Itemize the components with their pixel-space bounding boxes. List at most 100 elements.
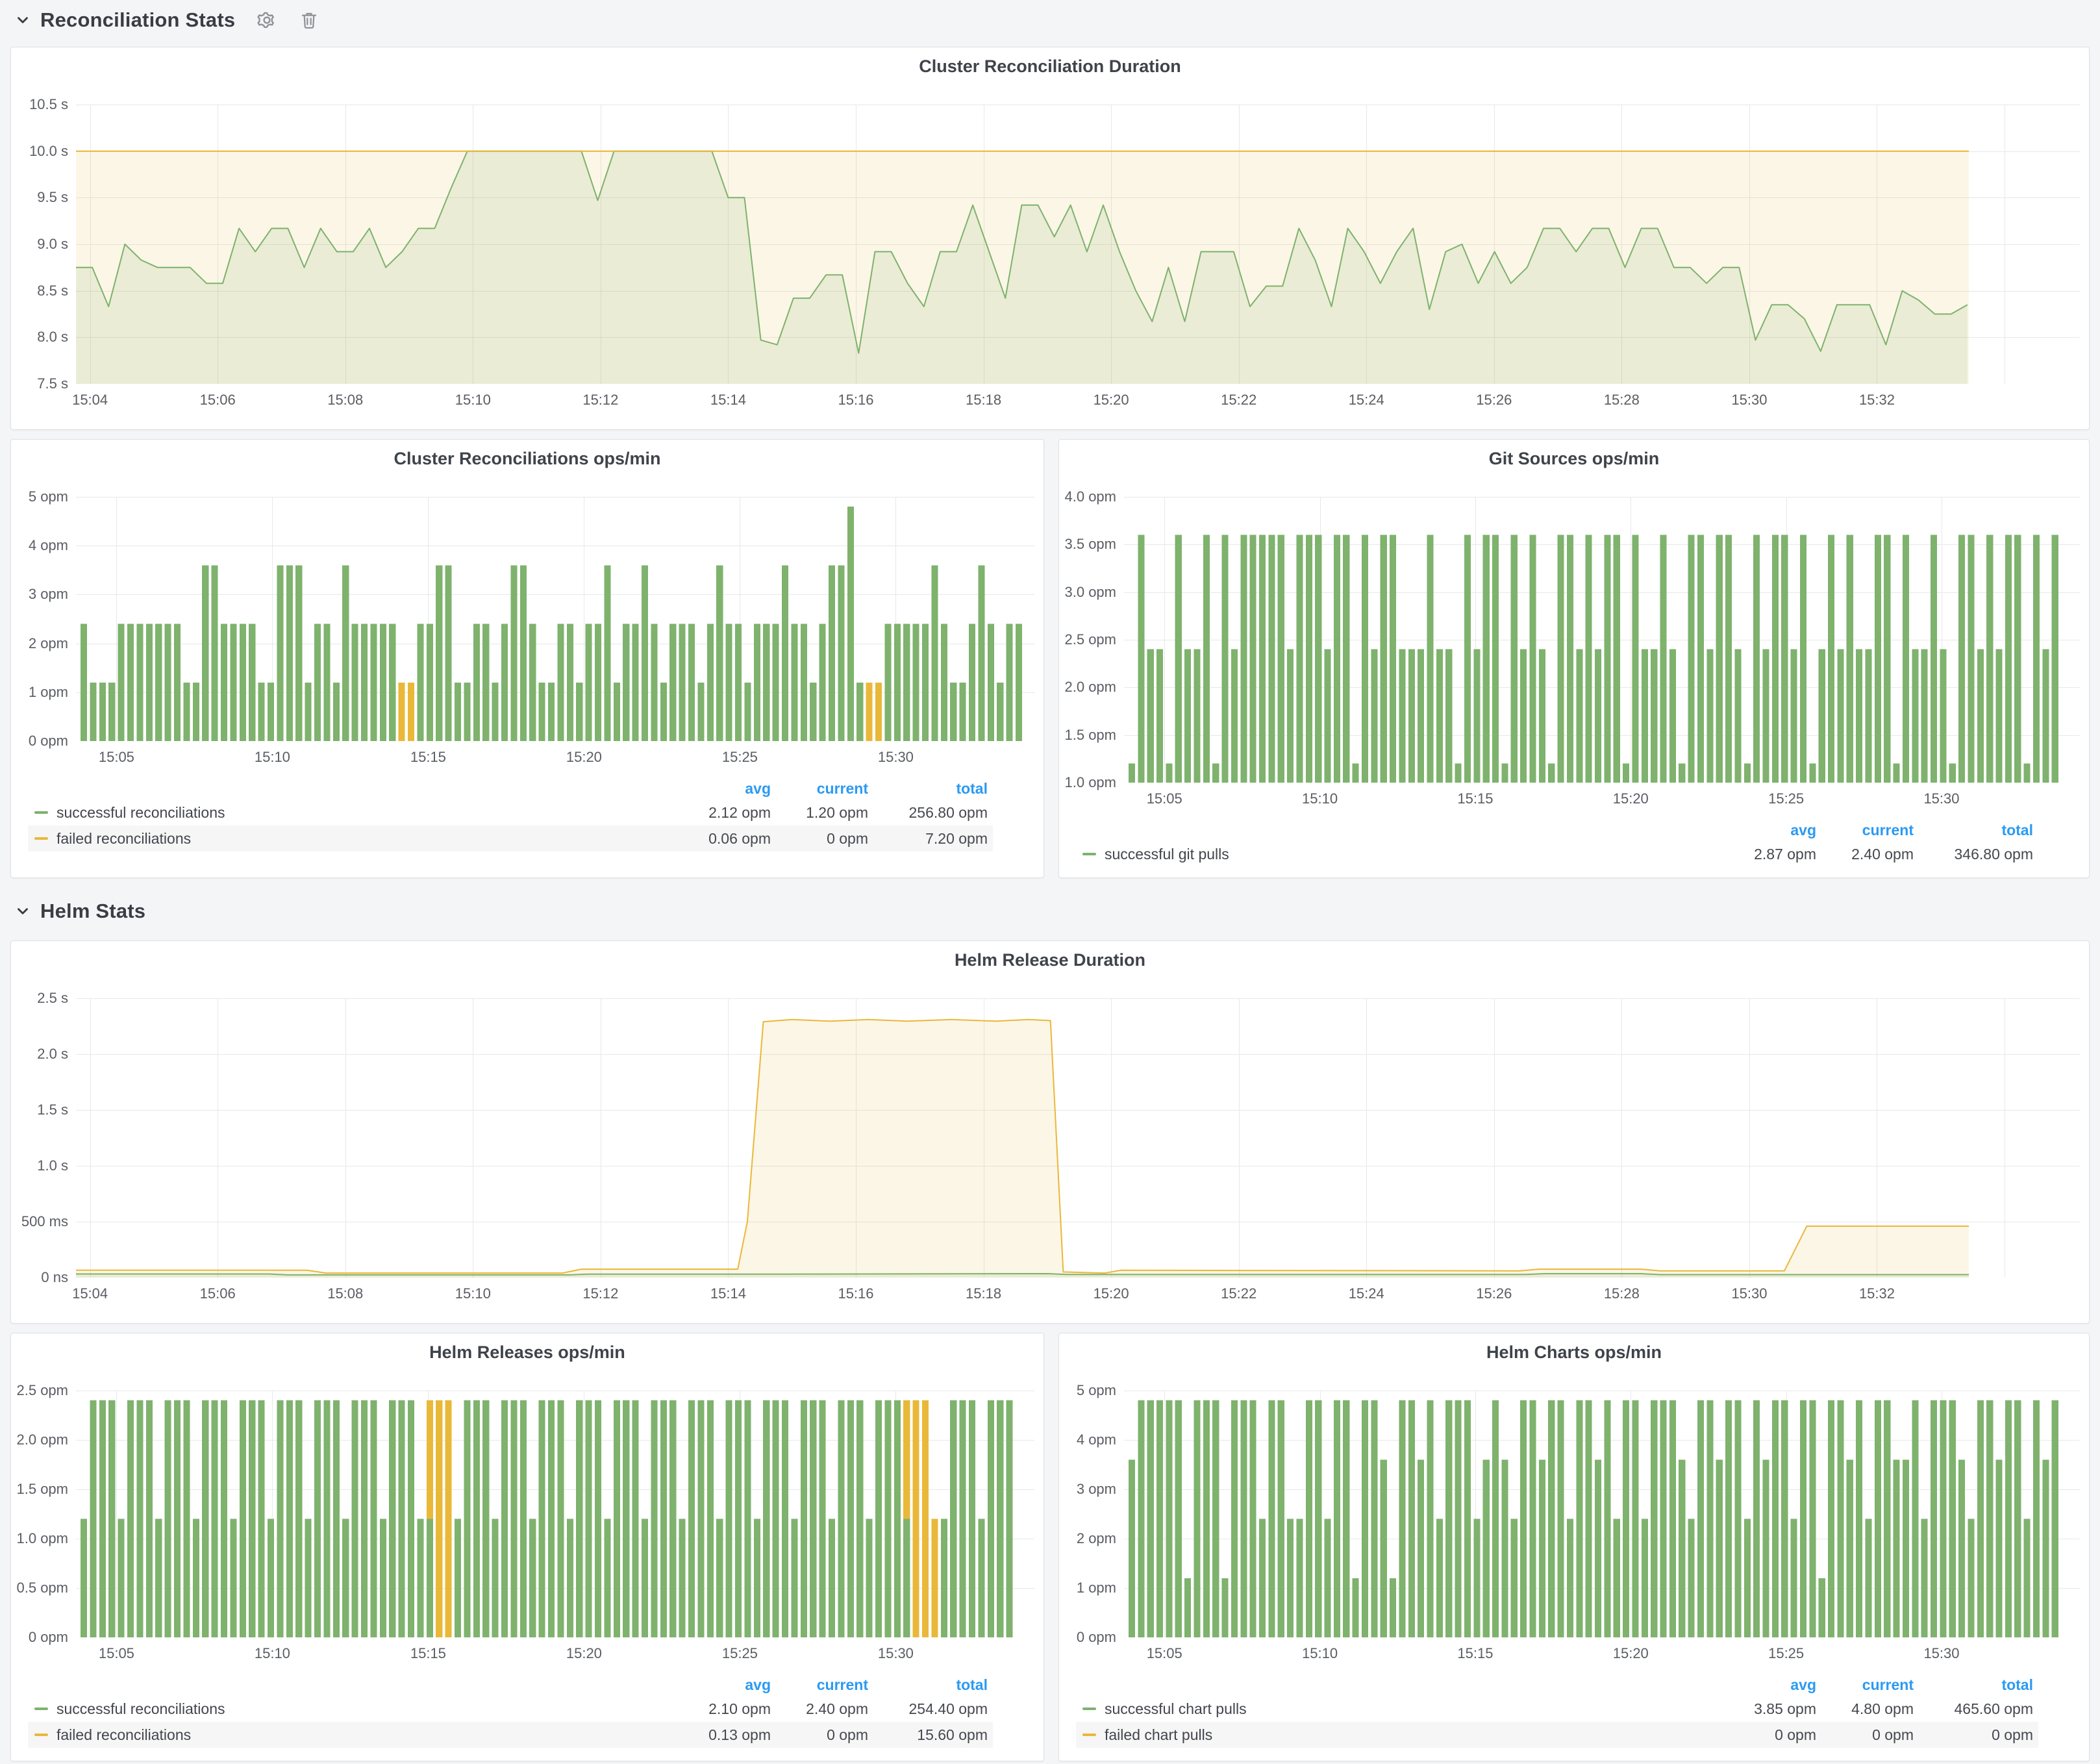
x-tick-label: 15:22 [1221, 392, 1257, 408]
x-tick-label: 15:15 [410, 1645, 446, 1661]
section-helm-stats[interactable]: Helm Stats [14, 895, 145, 927]
legend-sort-total[interactable]: total [956, 779, 988, 797]
x-tick-label: 15:12 [582, 392, 619, 408]
legend-header-row: avg current total [1076, 1674, 2038, 1696]
legend-sort-total[interactable]: total [2001, 821, 2033, 838]
x-tick-label: 15:10 [1302, 1645, 1338, 1661]
x-tick-label: 15:04 [72, 392, 108, 408]
legend-series-label: successful chart pulls [1105, 1700, 1247, 1717]
chart-canvas[interactable] [76, 497, 1034, 741]
legend-sort-avg[interactable]: avg [1790, 1676, 1816, 1693]
panel-title[interactable]: Cluster Reconciliations ops/min [394, 449, 661, 468]
legend-value-total: 465.60 opm [1954, 1700, 2033, 1717]
series-color-dash-icon [34, 837, 48, 840]
chart-canvas[interactable] [76, 105, 2080, 384]
y-tick-label: 4 opm [1076, 1431, 1116, 1448]
x-tick-label: 15:05 [98, 749, 134, 765]
legend-sort-total[interactable]: total [956, 1676, 988, 1693]
y-tick-label: 2.0 s [37, 1046, 68, 1062]
x-tick-label: 15:04 [72, 1285, 108, 1302]
legend-sort-current[interactable]: current [1862, 1676, 1914, 1693]
y-tick-label: 4 opm [28, 537, 68, 554]
chart-canvas[interactable] [76, 998, 2080, 1278]
section-title: Helm Stats [40, 900, 146, 922]
y-tick-label: 8.0 s [37, 329, 68, 346]
panel-helm-release-duration: Helm Release Duration 0 ns 500 ms 1.0 s 1.5… [10, 940, 2090, 1324]
x-tick-label: 15:28 [1603, 392, 1640, 408]
x-tick-label: 15:30 [877, 749, 914, 765]
panel-title[interactable]: Helm Charts ops/min [1486, 1342, 1662, 1362]
legend-sort-avg[interactable]: avg [745, 779, 771, 797]
legend-value-avg: 2.12 opm [708, 803, 771, 821]
panel-title[interactable]: Git Sources ops/min [1488, 449, 1660, 468]
y-tick-label: 1.0 s [37, 1157, 68, 1174]
legend-series-name[interactable]: successful reconciliations [34, 804, 673, 822]
x-tick-label: 15:16 [838, 392, 874, 408]
legend: avg current total successful chart pulls 3.8… [1076, 1674, 2038, 1748]
y-tick-label: 1.5 s [37, 1102, 68, 1118]
legend-series-name[interactable]: failed reconciliations [34, 830, 673, 848]
y-tick-label: 1.5 opm [1064, 726, 1117, 743]
legend-series-name[interactable]: failed chart pulls [1082, 1726, 1719, 1744]
legend-series-name[interactable]: successful git pulls [1082, 846, 1719, 863]
legend-header-row: avg current total [28, 1674, 993, 1696]
x-tick-label: 15:26 [1476, 392, 1512, 408]
legend-sort-avg[interactable]: avg [1790, 821, 1816, 838]
section-reconciliation-stats[interactable]: Reconciliation Stats [14, 4, 319, 36]
legend-header-row: avg current total [28, 777, 993, 800]
y-tick-label: 2 opm [1076, 1530, 1116, 1546]
chart-canvas[interactable] [1124, 1391, 2080, 1637]
legend-row: successful reconciliations 2.10 opm 2.40 o… [28, 1696, 993, 1722]
x-tick-label: 15:30 [1923, 790, 1960, 807]
x-tick-label: 15:32 [1858, 392, 1895, 408]
panel-title[interactable]: Cluster Reconciliation Duration [919, 57, 1181, 76]
y-tick-label: 8.5 s [37, 282, 68, 299]
x-tick-label: 15:05 [1146, 790, 1182, 807]
legend-value-total: 0 opm [1992, 1726, 2033, 1743]
y-tick-label: 10.5 s [29, 96, 68, 112]
x-tick-label: 15:30 [877, 1645, 914, 1661]
series-color-dash-icon [1082, 1707, 1096, 1710]
legend-row: failed reconciliations 0.13 opm 0 opm 15.60… [28, 1722, 993, 1748]
legend-series-name[interactable]: successful chart pulls [1082, 1700, 1719, 1718]
x-tick-label: 15:05 [98, 1645, 134, 1661]
y-tick-label: 9.0 s [37, 236, 68, 252]
gear-icon[interactable] [256, 9, 278, 31]
trash-icon[interactable] [299, 10, 319, 31]
y-tick-label: 3 opm [28, 586, 68, 603]
panel-title[interactable]: Helm Releases ops/min [429, 1342, 625, 1362]
y-tick-label: 0 opm [1076, 1629, 1116, 1645]
x-tick-label: 15:20 [1093, 392, 1129, 408]
panel-title[interactable]: Helm Release Duration [954, 950, 1146, 970]
x-tick-label: 15:14 [710, 1285, 746, 1302]
legend-sort-current[interactable]: current [1862, 821, 1914, 838]
legend-sort-avg[interactable]: avg [745, 1676, 771, 1693]
y-tick-label: 2.0 opm [16, 1431, 69, 1448]
chart-canvas[interactable] [1124, 497, 2080, 783]
x-tick-label: 15:20 [1093, 1285, 1129, 1302]
legend-value-avg: 0.06 opm [708, 829, 771, 847]
x-tick-label: 15:20 [1612, 790, 1649, 807]
legend-value-current: 4.80 opm [1851, 1700, 1914, 1717]
x-tick-label: 15:20 [566, 1645, 602, 1661]
legend: avg current total successful git pulls 2.87 … [1076, 819, 2038, 867]
series-color-dash-icon [34, 1707, 48, 1710]
legend-series-name[interactable]: failed reconciliations [34, 1726, 673, 1744]
x-tick-label: 15:20 [566, 749, 602, 765]
x-tick-label: 15:14 [710, 392, 746, 408]
legend-series-label: failed reconciliations [56, 1726, 192, 1743]
legend: avg current total successful reconciliation… [28, 777, 993, 851]
legend-series-name[interactable]: successful reconciliations [34, 1700, 673, 1718]
legend: avg current total successful reconciliation… [28, 1674, 993, 1748]
panel-cluster-reconciliation-duration: Cluster Reconciliation Duration 7.5 s 8.0… [10, 47, 2090, 430]
legend-row: failed reconciliations 0.06 opm 0 opm 7.20 … [28, 825, 993, 851]
x-tick-label: 15:18 [966, 392, 1002, 408]
x-tick-label: 15:30 [1923, 1645, 1960, 1661]
legend-sort-total[interactable]: total [2001, 1676, 2033, 1693]
legend-sort-current[interactable]: current [816, 1676, 868, 1693]
y-tick-label: 5 opm [1076, 1382, 1116, 1398]
x-tick-label: 15:05 [1146, 1645, 1182, 1661]
chart-canvas[interactable] [76, 1391, 1034, 1637]
legend-sort-current[interactable]: current [816, 779, 868, 797]
x-tick-label: 15:10 [254, 1645, 290, 1661]
